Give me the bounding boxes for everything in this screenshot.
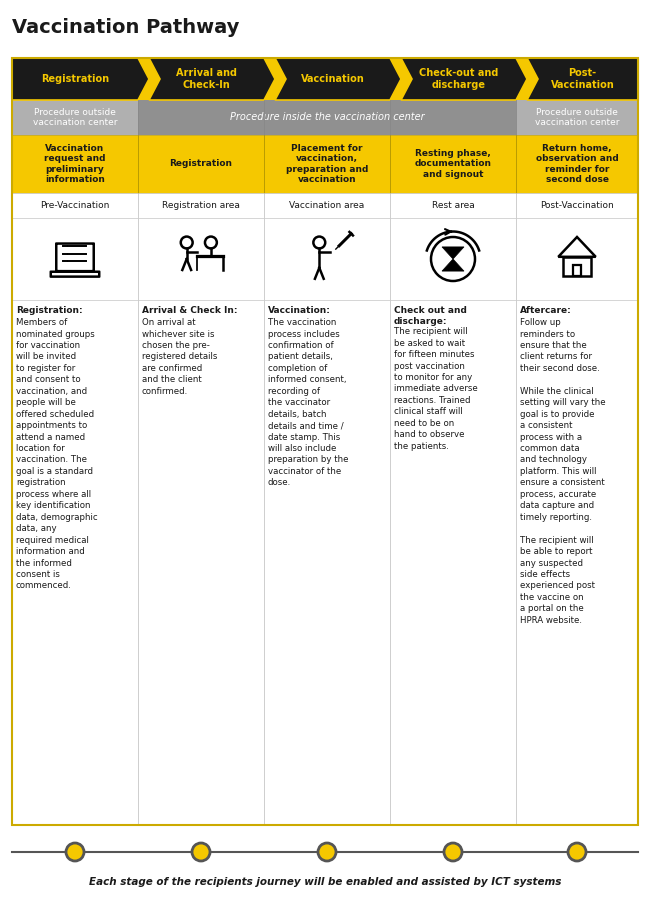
Text: Procedure outside
vaccination center: Procedure outside vaccination center bbox=[32, 108, 117, 127]
Bar bbox=[12, 58, 638, 100]
Text: Members of
nominated groups
for vaccination
will be invited
to register for
and : Members of nominated groups for vaccinat… bbox=[16, 318, 98, 590]
Text: Return home,
observation and
reminder for
second dose: Return home, observation and reminder fo… bbox=[536, 144, 618, 184]
Text: Arrival and
Check-In: Arrival and Check-In bbox=[176, 68, 237, 90]
Polygon shape bbox=[12, 58, 149, 100]
Text: Placement for
vaccination,
preparation and
vaccination: Placement for vaccination, preparation a… bbox=[286, 144, 368, 184]
FancyBboxPatch shape bbox=[57, 244, 94, 271]
Text: Registration: Registration bbox=[41, 74, 109, 84]
Bar bbox=[390, 193, 516, 218]
Text: Vaccination area: Vaccination area bbox=[289, 201, 365, 210]
Text: The recipient will
be asked to wait
for fifteen minutes
post vaccination
to moni: The recipient will be asked to wait for … bbox=[394, 327, 478, 451]
Bar bbox=[138, 100, 516, 135]
Polygon shape bbox=[442, 259, 464, 271]
Bar bbox=[138, 300, 264, 825]
Text: Vaccination Pathway: Vaccination Pathway bbox=[12, 18, 239, 37]
Text: Vaccination
request and
preliminary
information: Vaccination request and preliminary info… bbox=[44, 144, 106, 184]
Bar bbox=[12, 300, 138, 825]
Text: Rest area: Rest area bbox=[432, 201, 474, 210]
Bar bbox=[264, 193, 390, 218]
Bar bbox=[12, 135, 138, 193]
Bar bbox=[516, 218, 638, 300]
Bar bbox=[390, 300, 516, 825]
Bar bbox=[390, 135, 516, 193]
Bar bbox=[516, 300, 638, 825]
Bar bbox=[516, 100, 638, 135]
Polygon shape bbox=[275, 58, 401, 100]
Text: Follow up
reminders to
ensure that the
client returns for
their second dose.

Wh: Follow up reminders to ensure that the c… bbox=[520, 318, 606, 625]
Bar bbox=[138, 193, 264, 218]
Text: Vaccination: Vaccination bbox=[300, 74, 365, 84]
Polygon shape bbox=[149, 58, 275, 100]
Polygon shape bbox=[442, 247, 464, 259]
Bar bbox=[264, 218, 390, 300]
Bar bbox=[12, 218, 138, 300]
Circle shape bbox=[444, 843, 462, 861]
Text: Check-out and
discharge: Check-out and discharge bbox=[419, 68, 498, 90]
Circle shape bbox=[66, 843, 84, 861]
Text: Vaccination:: Vaccination: bbox=[268, 306, 331, 315]
Text: Arrival & Check In:: Arrival & Check In: bbox=[142, 306, 237, 315]
Bar bbox=[12, 100, 138, 135]
Text: Registration: Registration bbox=[170, 160, 233, 169]
Polygon shape bbox=[527, 58, 638, 100]
Text: Registration area: Registration area bbox=[162, 201, 240, 210]
Text: Registration:: Registration: bbox=[16, 306, 83, 315]
Text: Post-
Vaccination: Post- Vaccination bbox=[551, 68, 614, 90]
Bar bbox=[138, 218, 264, 300]
Text: Each stage of the recipients journey will be enabled and assisted by ICT systems: Each stage of the recipients journey wil… bbox=[89, 877, 561, 887]
Bar bbox=[563, 257, 592, 276]
Text: Resting phase,
documentation
and signout: Resting phase, documentation and signout bbox=[415, 149, 491, 179]
Bar bbox=[390, 218, 516, 300]
Bar bbox=[573, 265, 581, 276]
Bar bbox=[138, 135, 264, 193]
Text: Procedure outside
vaccination center: Procedure outside vaccination center bbox=[535, 108, 619, 127]
Text: Procedure inside the vaccination center: Procedure inside the vaccination center bbox=[229, 112, 424, 122]
Polygon shape bbox=[401, 58, 527, 100]
Text: The vaccination
process includes
confirmation of
patient details,
completion of
: The vaccination process includes confirm… bbox=[268, 318, 348, 487]
Text: On arrival at
whichever site is
chosen the pre-
registered details
are confirmed: On arrival at whichever site is chosen t… bbox=[142, 318, 217, 395]
Circle shape bbox=[318, 843, 336, 861]
Bar bbox=[12, 58, 638, 825]
Circle shape bbox=[568, 843, 586, 861]
Circle shape bbox=[192, 843, 210, 861]
Text: Check out and
discharge:: Check out and discharge: bbox=[394, 306, 467, 327]
Bar bbox=[516, 193, 638, 218]
Text: Pre-Vaccination: Pre-Vaccination bbox=[40, 201, 110, 210]
Text: Aftercare:: Aftercare: bbox=[520, 306, 572, 315]
Bar bbox=[264, 135, 390, 193]
Bar bbox=[264, 300, 390, 825]
FancyBboxPatch shape bbox=[51, 272, 99, 277]
Bar bbox=[516, 135, 638, 193]
Text: Post-Vaccination: Post-Vaccination bbox=[540, 201, 614, 210]
Bar bbox=[12, 193, 138, 218]
